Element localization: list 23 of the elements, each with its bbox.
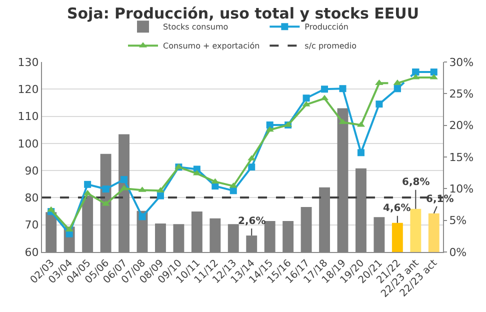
y2-tick-label: 0% xyxy=(449,246,467,259)
y2-tick-label: 30% xyxy=(449,56,474,69)
data-label: 4,6% xyxy=(383,203,411,214)
data-label: 6,8% xyxy=(402,177,430,188)
y-tick-label: 60 xyxy=(24,246,39,259)
y-tick-label: 90 xyxy=(24,164,39,178)
y-tick-label: 70 xyxy=(24,218,39,232)
legend-label: s/c promedio xyxy=(304,42,357,51)
legend-label: Consumo + exportación xyxy=(163,42,260,51)
y2-tick-label: 20% xyxy=(449,119,474,132)
legend-label: Stocks consumo xyxy=(163,22,228,32)
y2-tick-label: 25% xyxy=(449,88,474,101)
y-tick-label: 120 xyxy=(18,82,39,96)
y2-tick-label: 15% xyxy=(449,150,474,164)
y2-tick-label: 5% xyxy=(449,214,467,228)
data-label: 2,6% xyxy=(238,216,266,227)
y-tick-label: 80 xyxy=(24,192,39,205)
y-tick-label: 100 xyxy=(18,137,39,150)
y-tick-label: 110 xyxy=(18,110,39,124)
chart-title: Soja: Producción, uso total y stocks EEUU xyxy=(66,4,420,22)
y-tick-label: 130 xyxy=(18,56,39,69)
y2-tick-label: 10% xyxy=(449,182,474,196)
legend-label: Producción xyxy=(304,22,348,32)
